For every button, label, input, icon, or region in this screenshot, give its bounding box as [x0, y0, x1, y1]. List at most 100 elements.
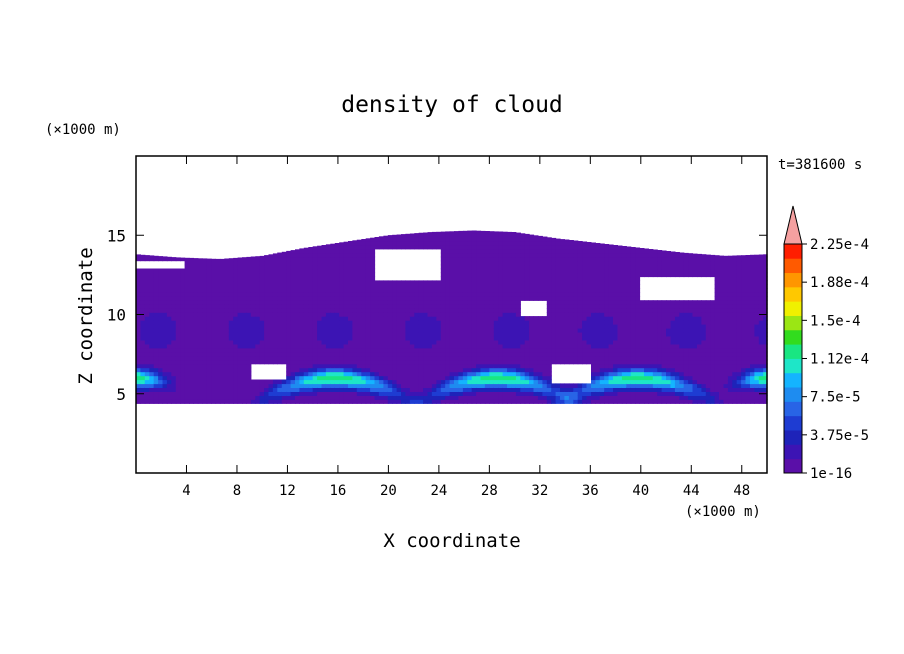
field-cell — [652, 335, 658, 341]
field-cell — [568, 276, 574, 282]
field-cell — [701, 264, 707, 270]
field-cell — [153, 379, 159, 385]
field-cell — [564, 304, 570, 309]
field-cell — [356, 292, 362, 297]
field-cell — [281, 316, 287, 321]
field-cell — [365, 351, 371, 357]
field-cell — [639, 395, 645, 400]
field-cell — [542, 268, 548, 274]
field-cell — [608, 339, 614, 345]
field-cell — [674, 339, 680, 345]
field-cell — [325, 355, 331, 361]
field-cell — [325, 383, 331, 388]
field-cell — [348, 395, 353, 400]
field-cell — [352, 316, 358, 321]
field-cell — [215, 260, 221, 266]
field-cell — [259, 300, 265, 305]
field-cell — [542, 260, 548, 266]
field-cell — [158, 308, 164, 313]
field-cell — [299, 264, 305, 270]
field-cell — [697, 371, 702, 377]
field-cell — [149, 296, 155, 301]
field-cell — [560, 359, 565, 365]
field-cell — [551, 395, 557, 400]
field-cell — [701, 331, 707, 337]
field-cell — [396, 347, 402, 353]
field-cell — [480, 371, 486, 377]
field-cell — [237, 399, 243, 404]
field-cell — [339, 288, 345, 293]
field-cell — [573, 324, 579, 329]
field-cell — [635, 276, 641, 282]
field-cell — [166, 339, 172, 345]
field-cell — [423, 300, 429, 305]
field-cell — [484, 276, 490, 282]
field-cell — [705, 316, 711, 321]
field-cell — [560, 343, 565, 349]
field-cell — [697, 395, 702, 400]
field-cell — [564, 391, 570, 396]
field-cell — [250, 284, 256, 289]
field-cell — [144, 395, 150, 400]
field-cell — [586, 252, 592, 258]
field-cell — [299, 351, 305, 357]
field-cell — [237, 280, 243, 285]
field-cell — [140, 308, 146, 313]
field-cell — [697, 256, 702, 262]
field-cell — [502, 379, 508, 385]
field-cell — [387, 316, 393, 321]
field-cell — [361, 339, 367, 345]
field-cell — [484, 367, 490, 373]
field-cell — [396, 234, 402, 238]
field-cell — [560, 256, 565, 262]
field-cell — [144, 387, 150, 392]
field-cell — [303, 260, 309, 266]
field-cell — [414, 359, 420, 365]
field-cell — [286, 383, 292, 388]
field-cell — [542, 363, 548, 369]
field-cell — [250, 343, 256, 349]
field-cell — [180, 288, 186, 293]
field-cell — [219, 304, 225, 309]
field-cell — [246, 292, 252, 297]
field-cell — [454, 355, 459, 361]
field-cell — [374, 347, 380, 353]
field-cell — [171, 367, 177, 373]
field-cell — [356, 387, 362, 392]
field-cell — [334, 347, 340, 353]
field-cell — [445, 256, 451, 262]
field-cell — [462, 304, 468, 309]
field-cell — [250, 312, 256, 317]
field-cell — [560, 252, 565, 258]
field-cell — [272, 308, 278, 313]
field-cell — [608, 300, 614, 305]
field-cell — [272, 280, 278, 285]
field-cell — [617, 280, 623, 285]
field-cell — [679, 335, 685, 341]
field-cell — [666, 320, 671, 325]
field-cell — [515, 300, 521, 305]
field-cell — [657, 347, 663, 353]
field-cell — [259, 280, 265, 285]
field-cell — [286, 343, 292, 349]
field-cell — [688, 331, 694, 337]
field-cell — [652, 347, 658, 353]
field-cell — [259, 379, 265, 385]
field-cell — [330, 320, 336, 325]
field-cell — [511, 395, 517, 400]
field-cell — [626, 248, 632, 254]
field-cell — [480, 316, 486, 321]
field-cell — [166, 331, 172, 337]
field-cell — [626, 256, 632, 262]
field-cell — [374, 367, 380, 373]
field-cell — [321, 316, 327, 321]
field-cell — [427, 304, 433, 309]
field-cell — [688, 383, 694, 388]
field-cell — [529, 375, 535, 381]
field-cell — [378, 240, 384, 246]
field-cell — [542, 252, 548, 258]
field-cell — [427, 320, 433, 325]
field-cell — [272, 359, 278, 365]
field-cell — [542, 347, 548, 353]
field-cell — [272, 296, 278, 301]
